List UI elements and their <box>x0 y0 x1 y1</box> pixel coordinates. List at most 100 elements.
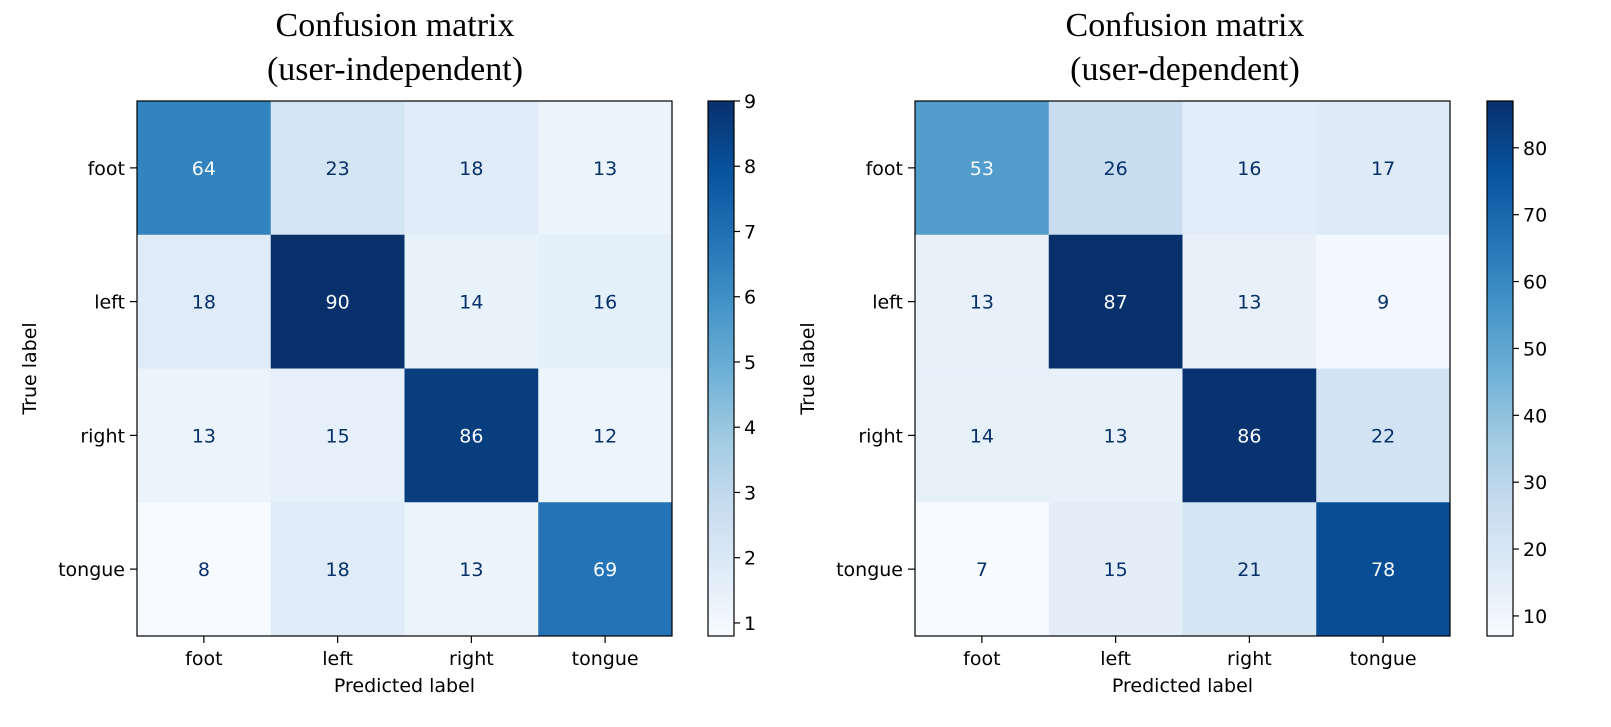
cell-value-label: 8 <box>198 559 210 581</box>
cell-value-label: 13 <box>1104 425 1128 447</box>
heatmap-cell <box>538 502 673 637</box>
heatmap-cell <box>1182 234 1317 369</box>
heatmap-cell <box>270 368 405 503</box>
plot-frame <box>914 100 1451 637</box>
plot-frame <box>136 100 673 637</box>
heatmap-cell <box>137 101 272 236</box>
cell-value-label: 16 <box>593 292 617 314</box>
cell-value-label: 87 <box>1104 292 1128 314</box>
cell-value-label: 13 <box>1237 292 1261 314</box>
heatmap-cell <box>1316 368 1451 503</box>
heatmap-cell <box>137 368 272 503</box>
colorbar-tick-label: 20 <box>1523 539 1547 561</box>
y-tick-label: left <box>872 292 903 314</box>
cell-value-label: 23 <box>326 158 350 180</box>
heatmap-cell <box>1048 502 1183 637</box>
cell-value-label: 86 <box>1237 425 1261 447</box>
x-axis-label: Predicted label <box>334 675 475 697</box>
heatmap-cell <box>1316 101 1451 236</box>
colorbar-tick-label: 80 <box>1523 138 1547 160</box>
colorbar-tick-label: 30 <box>1523 472 1547 494</box>
y-tick-label: right <box>80 425 125 447</box>
x-axis-label: Predicted label <box>1112 675 1253 697</box>
heatmap-cell <box>404 368 539 503</box>
heatmap-cell <box>1048 101 1183 236</box>
cell-value-label: 13 <box>593 158 617 180</box>
heatmap-cell <box>915 101 1050 236</box>
heatmap-cell <box>137 502 272 637</box>
chart-title-line: (user-independent) <box>267 51 523 88</box>
y-tick-label: foot <box>866 158 903 180</box>
colorbar-tick-label: 6 <box>744 287 756 309</box>
cell-value-label: 64 <box>192 158 216 180</box>
cell-value-label: 16 <box>1237 158 1261 180</box>
heatmap-cell <box>404 101 539 236</box>
heatmap-cell <box>1182 368 1317 503</box>
confusion-matrix-panel-1: Confusion matrix(user-independent)64 23 18… <box>19 7 756 697</box>
cell-value-label: 15 <box>326 425 350 447</box>
colorbar <box>707 100 735 637</box>
heatmap-cell <box>1182 502 1317 637</box>
cell-value-label: 14 <box>459 292 483 314</box>
heatmap-cell <box>404 234 539 369</box>
colorbar-tick-label: 9 <box>744 91 756 113</box>
x-tick-label: tongue <box>572 648 639 670</box>
x-tick-label: right <box>449 648 494 670</box>
x-tick-label: right <box>1227 648 1272 670</box>
heatmap-cell <box>137 234 272 369</box>
x-tick-label: left <box>1100 648 1131 670</box>
y-tick-label: foot <box>88 158 125 180</box>
heatmap-cell <box>915 368 1050 503</box>
heatmap-cell <box>270 234 405 369</box>
colorbar-tick-label: 1 <box>744 613 756 635</box>
heatmap-cell <box>404 502 539 637</box>
cell-value-label: 22 <box>1371 425 1395 447</box>
heatmap-cell <box>270 101 405 236</box>
y-tick-label: right <box>858 425 903 447</box>
cell-value-label: 13 <box>192 425 216 447</box>
cell-value-label: 12 <box>593 425 617 447</box>
y-tick-label: left <box>94 292 125 314</box>
colorbar-tick-label: 5 <box>744 352 756 374</box>
cell-value-label: 17 <box>1371 158 1395 180</box>
heatmap-cell <box>1048 368 1183 503</box>
cell-value-label: 90 <box>326 292 350 314</box>
cell-value-label: 18 <box>192 292 216 314</box>
cell-value-label: 15 <box>1104 559 1128 581</box>
x-tick-label: foot <box>963 648 1000 670</box>
cell-value-label: 53 <box>970 158 994 180</box>
cell-value-label: 69 <box>593 559 617 581</box>
heatmap-cell <box>538 101 673 236</box>
x-tick-label: foot <box>185 648 222 670</box>
cell-value-label: 86 <box>459 425 483 447</box>
colorbar-tick-label: 70 <box>1523 205 1547 227</box>
colorbar <box>1486 100 1514 637</box>
heatmap-cell <box>538 368 673 503</box>
colorbar-tick-label: 4 <box>744 417 756 439</box>
colorbar-tick-label: 2 <box>744 548 756 570</box>
y-tick-label: tongue <box>836 559 903 581</box>
chart-title-line: Confusion matrix <box>1066 7 1305 44</box>
heatmap-cell <box>1316 234 1451 369</box>
colorbar-tick-label: 8 <box>744 156 756 178</box>
y-axis-label: True label <box>797 322 819 415</box>
heatmap-cell <box>538 234 673 369</box>
y-axis-label: True label <box>19 322 41 415</box>
y-tick-label: tongue <box>58 559 125 581</box>
colorbar-tick-label: 10 <box>1523 606 1547 628</box>
cell-value-label: 13 <box>459 559 483 581</box>
cell-value-label: 14 <box>970 425 994 447</box>
colorbar-tick-label: 7 <box>744 221 756 243</box>
cell-value-label: 26 <box>1104 158 1128 180</box>
colorbar-tick-label: 40 <box>1523 405 1547 427</box>
cell-value-label: 13 <box>970 292 994 314</box>
chart-title-line: Confusion matrix <box>276 7 515 44</box>
heatmap-cell <box>1048 234 1183 369</box>
cell-value-label: 18 <box>326 559 350 581</box>
chart-title-line: (user-dependent) <box>1070 51 1300 88</box>
cell-value-label: 18 <box>459 158 483 180</box>
cell-value-label: 9 <box>1377 292 1389 314</box>
colorbar-tick-label: 50 <box>1523 338 1547 360</box>
heatmap-cell <box>915 234 1050 369</box>
